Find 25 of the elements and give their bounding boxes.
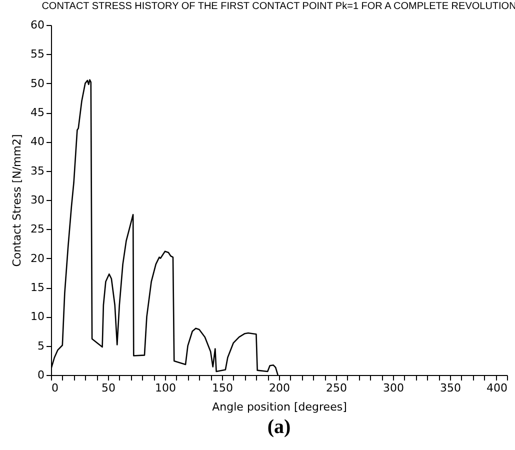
- y-tick-label: 5: [38, 339, 44, 352]
- y-tick-label: 0: [38, 368, 44, 382]
- y-tick-label: 20: [30, 252, 44, 265]
- x-axis-title: Angle position [degrees]: [212, 400, 347, 414]
- y-tick-label: 30: [30, 194, 44, 206]
- x-tick-label: 350: [440, 382, 461, 394]
- y-tick-label: 45: [30, 106, 44, 119]
- y-tick-label: 10: [30, 310, 44, 324]
- y-tick-label: 40: [30, 135, 44, 148]
- x-tick-label: 300: [383, 382, 404, 394]
- x-tick-label: 100: [155, 382, 176, 394]
- y-tick-label: 55: [30, 48, 44, 61]
- x-tick-label: 250: [326, 382, 347, 394]
- text: (a): [266, 416, 292, 439]
- x-tick-label: 200: [269, 382, 290, 394]
- y-tick-label: 25: [30, 222, 44, 236]
- y-axis-title: Contact Stress [N/mm2]: [10, 134, 24, 267]
- y-tick-label: 60: [30, 18, 44, 32]
- x-tick-label: 150: [212, 382, 233, 394]
- x-tick-label: 50: [102, 382, 116, 394]
- x-tick-label: 0: [52, 382, 58, 394]
- y-tick-label: 35: [30, 164, 44, 178]
- y-tick-label: 50: [30, 76, 44, 90]
- y-tick-label: 15: [30, 281, 44, 294]
- x-tick-label: 400: [486, 382, 508, 394]
